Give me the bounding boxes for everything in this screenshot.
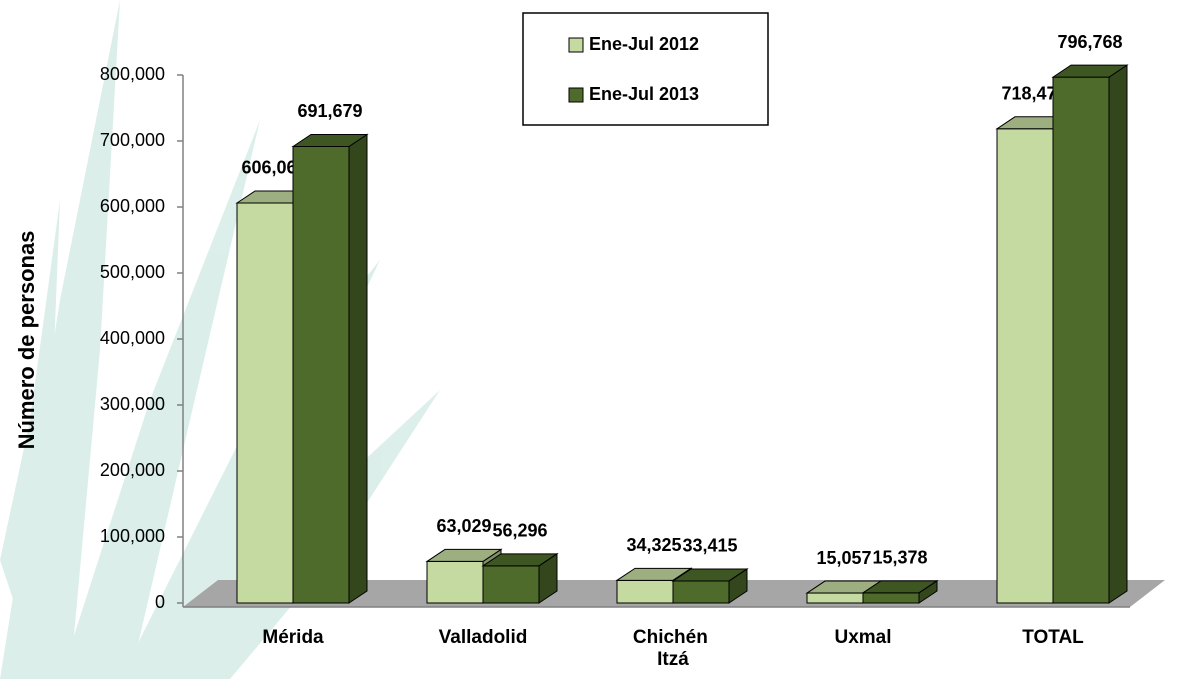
value-label: 15,057	[816, 548, 871, 568]
bar	[862, 592, 920, 604]
legend-label: Ene-Jul 2013	[589, 84, 699, 104]
bar-side	[1108, 64, 1128, 604]
bar-top	[291, 133, 369, 147]
y-axis-title: Número de personas	[14, 231, 39, 450]
y-tick-label: 0	[155, 592, 165, 612]
x-tick-label: Valladolid	[439, 627, 528, 648]
bar	[616, 579, 674, 604]
bar-top	[671, 568, 749, 582]
bar	[806, 592, 864, 604]
value-label: 796,768	[1057, 32, 1122, 52]
y-tick-label: 200,000	[100, 460, 165, 480]
x-tick-label: Chichén Itzá	[633, 627, 713, 670]
y-tick-label: 100,000	[100, 526, 165, 546]
bar-top	[481, 553, 559, 567]
x-tick-label: TOTAL	[1022, 627, 1084, 648]
bar	[236, 202, 294, 604]
x-tick-label: Mérida	[262, 627, 324, 648]
y-tick-label: 800,000	[100, 64, 165, 84]
bar	[292, 145, 350, 604]
value-label: 691,679	[297, 101, 362, 121]
y-tick-label: 500,000	[100, 262, 165, 282]
value-label: 606,065	[241, 158, 306, 178]
value-label: 63,029	[436, 516, 491, 536]
legend-swatch	[568, 87, 584, 103]
bar-top	[861, 580, 939, 594]
bar	[672, 580, 730, 604]
bar	[1052, 76, 1110, 604]
value-label: 56,296	[492, 521, 547, 541]
bar-side	[348, 133, 368, 604]
background-leaves	[0, 0, 440, 679]
legend-box	[522, 12, 769, 126]
bar-top	[1051, 64, 1129, 78]
y-tick-label: 700,000	[100, 130, 165, 150]
value-label: 718,476	[1001, 84, 1066, 104]
value-label: 33,415	[682, 536, 737, 556]
y-tick-label: 400,000	[100, 328, 165, 348]
legend-swatch	[568, 37, 584, 53]
bar	[482, 565, 540, 604]
x-tick-label: Uxmal	[834, 627, 891, 648]
bar	[996, 128, 1054, 604]
y-tick-label: 600,000	[100, 196, 165, 216]
legend-label: Ene-Jul 2012	[589, 34, 699, 54]
bar-top	[615, 567, 693, 581]
y-tick-label: 300,000	[100, 394, 165, 414]
value-label: 34,325	[626, 535, 681, 555]
bar	[426, 560, 484, 604]
value-label: 15,378	[872, 548, 927, 568]
bar-top	[425, 548, 503, 562]
